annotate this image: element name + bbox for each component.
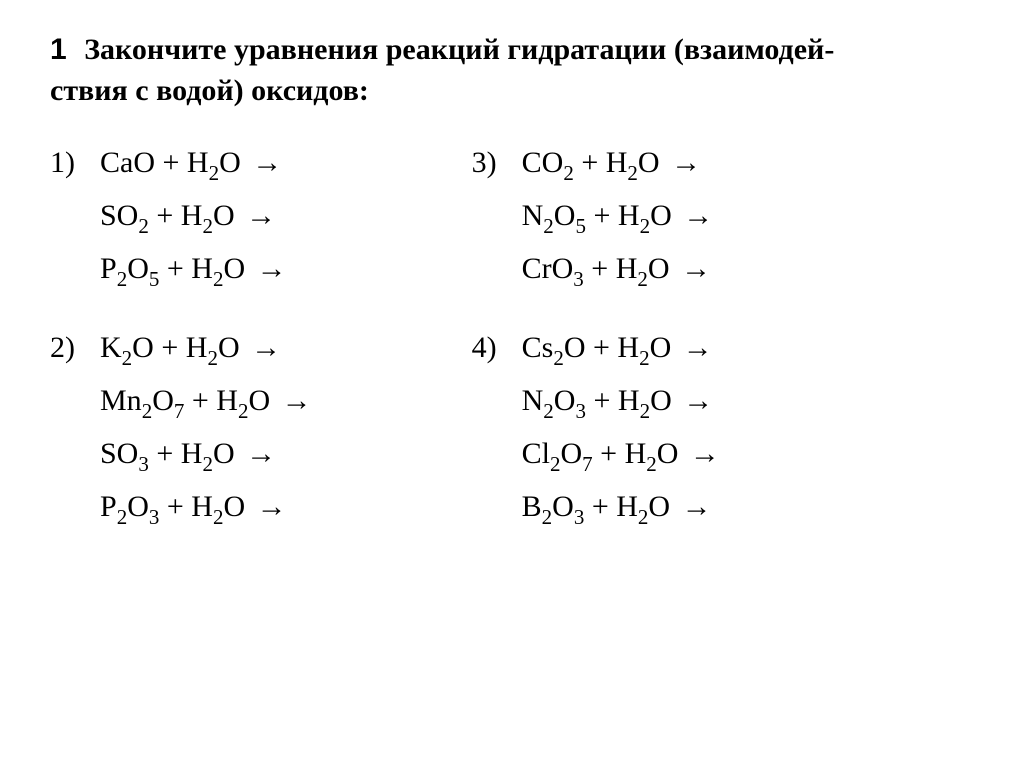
arrow-icon: → [257, 252, 287, 286]
group-number: 3) [472, 146, 522, 180]
equation: P2O3 + H2O → [100, 490, 312, 529]
equation: P2O5 + H2O → [100, 252, 287, 291]
arrow-icon: → [246, 199, 276, 233]
arrow-icon: → [683, 199, 713, 233]
equation-list: CO2 + H2O → N2O5 + H2O → CrO3 + H2O → [522, 146, 714, 291]
exercise-number: 1 [50, 30, 67, 71]
equation: N2O5 + H2O → [522, 199, 714, 238]
page: 1 Закончите уравнения реакций гидратации… [0, 0, 1024, 559]
arrow-icon: → [682, 490, 712, 524]
equation: CaO + H2O → [100, 146, 287, 185]
arrow-icon: → [282, 384, 312, 418]
prompt-line-1: Закончите уравнения реакций гидратации (… [84, 33, 834, 66]
equation-list: CaO + H2O → SO2 + H2O → P2O5 + H2O → [100, 146, 287, 291]
group-number: 1) [50, 146, 100, 180]
equation-group: 4)Cs2O + H2O → N2O3 + H2O → Cl2O7 + H2O → B… [472, 331, 720, 529]
equation-group: 3)CO2 + H2O → N2O5 + H2O → CrO3 + H2O → [472, 146, 720, 291]
arrow-icon: → [683, 384, 713, 418]
arrow-icon: → [671, 146, 701, 180]
equation-list: Cs2O + H2O → N2O3 + H2O → Cl2O7 + H2O → B2O… [522, 331, 720, 529]
equation: K2O + H2O → [100, 331, 312, 370]
arrow-icon: → [252, 146, 282, 180]
equation-group: 1)CaO + H2O → SO2 + H2O → P2O5 + H2O → [50, 146, 312, 291]
equation: N2O3 + H2O → [522, 384, 720, 423]
arrow-icon: → [683, 331, 713, 365]
prompt-block: 1 Закончите уравнения реакций гидратации… [50, 30, 974, 111]
arrow-icon: → [251, 331, 281, 365]
equation: Cs2O + H2O → [522, 331, 720, 370]
group-number: 2) [50, 331, 100, 365]
equation: CO2 + H2O → [522, 146, 714, 185]
group-number: 4) [472, 331, 522, 365]
equation-group: 2)K2O + H2O → Mn2O7 + H2O → SO3 + H2O → P2O… [50, 331, 312, 529]
equation: Cl2O7 + H2O → [522, 437, 720, 476]
equation: CrO3 + H2O → [522, 252, 714, 291]
equation: B2O3 + H2O → [522, 490, 720, 529]
prompt-line-2: ствия с водой) оксидов: [50, 74, 369, 107]
arrow-icon: → [257, 490, 287, 524]
columns: 1)CaO + H2O → SO2 + H2O → P2O5 + H2O → 2)K2… [50, 146, 974, 529]
equation: SO3 + H2O → [100, 437, 312, 476]
arrow-icon: → [690, 437, 720, 471]
equation-list: K2O + H2O → Mn2O7 + H2O → SO3 + H2O → P2O3 … [100, 331, 312, 529]
arrow-icon: → [681, 252, 711, 286]
equation: Mn2O7 + H2O → [100, 384, 312, 423]
arrow-icon: → [246, 437, 276, 471]
right-column: 3)CO2 + H2O →N2O5 + H2O →CrO3 + H2O →4)C… [472, 146, 720, 529]
equation: SO2 + H2O → [100, 199, 287, 238]
left-column: 1)CaO + H2O → SO2 + H2O → P2O5 + H2O → 2)K2… [50, 146, 312, 529]
